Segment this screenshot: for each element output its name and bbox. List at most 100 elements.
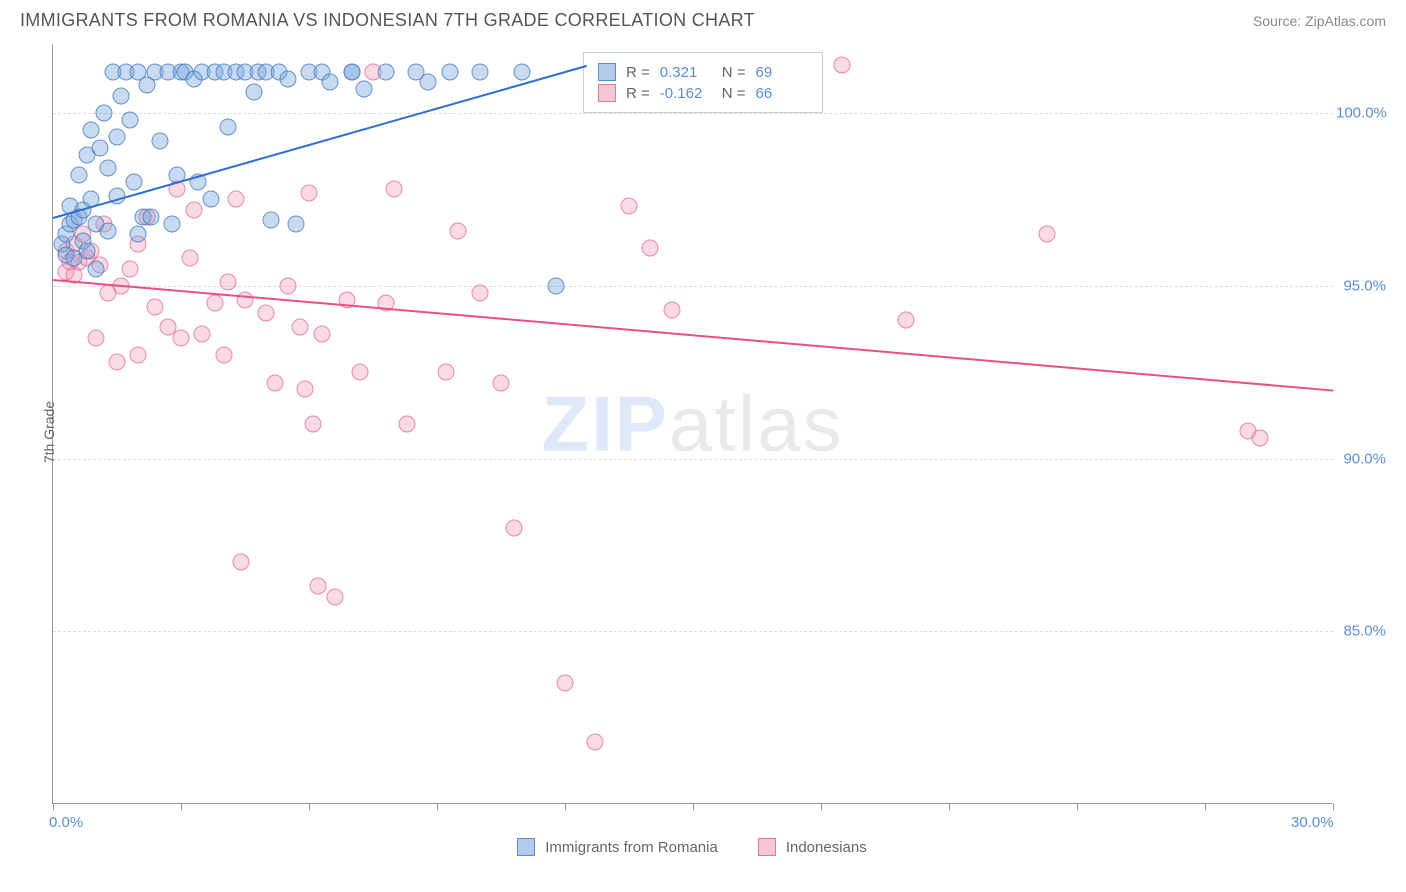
data-point <box>450 222 467 239</box>
y-tick-label: 95.0% <box>1336 277 1386 294</box>
data-point <box>642 239 659 256</box>
data-point <box>91 139 108 156</box>
trend-line <box>53 279 1333 392</box>
data-point <box>301 184 318 201</box>
gridline <box>53 631 1333 632</box>
trend-line <box>53 65 587 219</box>
data-point <box>326 588 343 605</box>
n-label: N = <box>722 64 746 81</box>
gridline <box>53 286 1333 287</box>
x-tick <box>821 803 822 810</box>
stats-legend: R = 0.321 N = 69 R = -0.162 N = 66 <box>583 52 823 113</box>
data-point <box>126 174 143 191</box>
x-tick <box>1333 803 1334 810</box>
data-point <box>505 519 522 536</box>
data-point <box>173 329 190 346</box>
data-point <box>322 74 339 91</box>
data-point <box>266 374 283 391</box>
data-point <box>548 277 565 294</box>
data-point <box>237 291 254 308</box>
data-point <box>309 578 326 595</box>
data-point <box>258 305 275 322</box>
legend-label-1: Immigrants from Romania <box>545 839 718 856</box>
legend-label-2: Indonesians <box>786 839 867 856</box>
r-value-1: 0.321 <box>660 64 712 81</box>
data-point <box>130 226 147 243</box>
x-tick <box>949 803 950 810</box>
r-value-2: -0.162 <box>660 85 712 102</box>
y-tick-label: 85.0% <box>1336 623 1386 640</box>
data-point <box>834 56 851 73</box>
n-value-1: 69 <box>756 64 808 81</box>
data-point <box>898 312 915 329</box>
data-point <box>100 222 117 239</box>
gridline <box>53 113 1333 114</box>
x-tick <box>181 803 182 810</box>
data-point <box>151 132 168 149</box>
watermark-atlas: atlas <box>669 379 844 467</box>
data-point <box>437 364 454 381</box>
data-point <box>386 181 403 198</box>
r-label-2: R = <box>626 85 650 102</box>
data-point <box>1252 429 1269 446</box>
data-point <box>493 374 510 391</box>
watermark: ZIPatlas <box>541 378 843 469</box>
x-tick <box>1205 803 1206 810</box>
data-point <box>215 346 232 363</box>
data-point <box>87 260 104 277</box>
legend-swatch-blue-2 <box>517 838 535 856</box>
data-point <box>471 284 488 301</box>
data-point <box>109 129 126 146</box>
source-label: Source: ZipAtlas.com <box>1253 13 1386 29</box>
legend-swatch-blue <box>598 63 616 81</box>
legend-swatch-pink-2 <box>758 838 776 856</box>
watermark-zip: ZIP <box>541 379 668 467</box>
data-point <box>232 554 249 571</box>
data-point <box>279 277 296 294</box>
x-tick-label: 30.0% <box>1291 814 1334 831</box>
data-point <box>109 353 126 370</box>
data-point <box>352 364 369 381</box>
data-point <box>621 198 638 215</box>
data-point <box>399 416 416 433</box>
data-point <box>305 416 322 433</box>
y-tick-label: 100.0% <box>1336 105 1386 122</box>
data-point <box>441 63 458 80</box>
data-point <box>420 74 437 91</box>
data-point <box>1039 226 1056 243</box>
n-label-2: N = <box>722 85 746 102</box>
data-point <box>279 70 296 87</box>
data-point <box>228 191 245 208</box>
data-point <box>377 63 394 80</box>
data-point <box>343 63 360 80</box>
x-tick <box>437 803 438 810</box>
x-tick <box>53 803 54 810</box>
data-point <box>100 160 117 177</box>
plot-area: ZIPatlas R = 0.321 N = 69 R = -0.162 N =… <box>52 44 1332 804</box>
data-point <box>292 319 309 336</box>
chart-title: IMMIGRANTS FROM ROMANIA VS INDONESIAN 7T… <box>20 10 755 31</box>
data-point <box>181 250 198 267</box>
data-point <box>185 201 202 218</box>
data-point <box>202 191 219 208</box>
data-point <box>313 326 330 343</box>
data-point <box>130 346 147 363</box>
x-tick <box>565 803 566 810</box>
y-axis-label: 7th Grade <box>41 401 57 463</box>
data-point <box>356 80 373 97</box>
data-point <box>121 260 138 277</box>
r-label: R = <box>626 64 650 81</box>
x-tick <box>309 803 310 810</box>
data-point <box>164 215 181 232</box>
data-point <box>471 63 488 80</box>
data-point <box>262 212 279 229</box>
data-point <box>121 112 138 129</box>
data-point <box>514 63 531 80</box>
data-point <box>143 208 160 225</box>
data-point <box>245 84 262 101</box>
data-point <box>70 167 87 184</box>
data-point <box>288 215 305 232</box>
data-point <box>79 243 96 260</box>
x-tick <box>693 803 694 810</box>
data-point <box>557 675 574 692</box>
